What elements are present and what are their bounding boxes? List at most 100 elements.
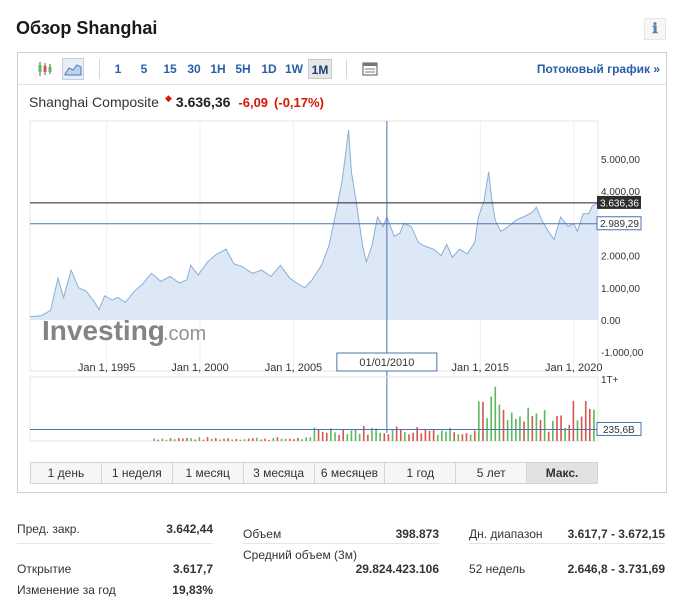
volume-bar: [416, 427, 418, 441]
volume-value-tag: [596, 421, 642, 436]
volume-bar: [432, 430, 435, 441]
volume-bar: [288, 438, 291, 441]
range-button-1[interactable]: 1 неделя: [102, 463, 173, 483]
volume-bar: [190, 438, 192, 441]
chart-toolbar: 1 5 15 30 1H 5H 1D 1W 1M Потоковый график »: [18, 53, 666, 85]
period-5[interactable]: 5: [140, 62, 148, 76]
volume-bar: [523, 421, 525, 441]
volume-bar: [157, 439, 160, 441]
stat-open: Открытие 3.617,7: [17, 560, 213, 578]
stat-day-range: Дн. диапазон 3.617,7 - 3.672,15: [469, 525, 665, 543]
period-1[interactable]: 1: [114, 62, 122, 76]
crosshair-price-label: 2.989,29: [600, 219, 639, 230]
volume-bar: [362, 426, 365, 441]
volume-bar: [445, 431, 447, 441]
range-button-5[interactable]: 1 год: [385, 463, 457, 483]
volume-bar: [589, 408, 591, 441]
range-button-4[interactable]: 6 месяцев: [315, 463, 386, 483]
range-button-6[interactable]: 5 лет: [456, 463, 528, 483]
volume-bar: [235, 438, 238, 441]
range-button-3[interactable]: 3 месяца: [244, 463, 315, 483]
volume-bar: [580, 416, 583, 441]
volume-bar: [535, 413, 538, 441]
volume-bar: [334, 432, 336, 441]
crosshair-date-tag: [336, 352, 438, 372]
stat-label: Изменение за год: [17, 583, 116, 597]
volume-bar: [161, 438, 164, 441]
candlestick-icon[interactable]: [34, 58, 56, 80]
stream-chart-link[interactable]: Потоковый график »: [536, 62, 660, 76]
period-1d[interactable]: 1D: [261, 62, 277, 76]
stat-value: 2.646,8 - 3.731,69: [567, 562, 665, 576]
range-button-0[interactable]: 1 день: [31, 463, 102, 483]
table-icon[interactable]: [359, 58, 381, 80]
volume-bar: [461, 434, 464, 441]
toolbar-divider: [346, 59, 347, 79]
crosshair-price-tag: [596, 216, 642, 231]
period-5h[interactable]: 5H: [235, 62, 251, 76]
x-tick-label: Jan 1, 2005: [265, 362, 323, 374]
volume-bar: [325, 432, 328, 441]
y-tick-label: 4.000,00: [601, 187, 640, 198]
period-1w[interactable]: 1W: [285, 62, 303, 76]
page-title: Обзор Shanghai: [16, 18, 158, 38]
volume-bar: [206, 437, 209, 441]
stat-label: 52 недель: [469, 562, 526, 576]
volume-bar: [556, 415, 558, 441]
volume-bar: [371, 427, 373, 441]
volume-bar: [506, 420, 509, 441]
volume-bar: [408, 434, 410, 441]
quote-header: Shanghai Composite ◆ 3.636,36 -6,09 (-0,…: [29, 93, 330, 110]
price-chart[interactable]: Investing.com5.000,004.000,003.000,002.0…: [18, 53, 666, 461]
stat-avg-volume: Средний объем (3м): [243, 546, 439, 564]
volume-bar: [173, 439, 176, 441]
volume-bar: [219, 439, 221, 441]
period-1h[interactable]: 1H: [210, 62, 226, 76]
volume-bar: [395, 426, 398, 441]
volume-bar: [243, 439, 246, 441]
y-tick-label: 1.000,00: [601, 284, 640, 295]
divider: [469, 543, 665, 544]
volume-bar: [453, 432, 455, 441]
volume-bar: [198, 437, 201, 441]
volume-bar: [539, 419, 542, 441]
instrument-name: Shanghai Composite: [29, 94, 159, 110]
volume-bar: [153, 438, 155, 441]
range-button-7[interactable]: Макс.: [527, 463, 597, 483]
volume-bar: [317, 429, 320, 441]
volume-bar: [313, 427, 316, 441]
stat-value: 19,83%: [172, 583, 213, 597]
volume-bar: [404, 432, 406, 441]
volume-bar: [531, 416, 534, 441]
volume-bar: [543, 410, 546, 441]
stat-label: Объем: [243, 527, 282, 541]
period-1m[interactable]: 1M: [308, 59, 332, 79]
volume-bar: [576, 420, 579, 441]
volume-bar: [297, 437, 299, 441]
stat-52-weeks: 52 недель 2.646,8 - 3.731,69: [469, 560, 665, 578]
volume-bar: [469, 434, 472, 441]
x-tick-label: Jan 1, 2015: [452, 362, 510, 374]
info-icon[interactable]: ℹ: [644, 18, 666, 40]
price-change-percent: (-0,17%): [274, 95, 324, 110]
volume-top-label: 1T+: [601, 375, 619, 386]
volume-bar: [210, 438, 213, 441]
volume-bar: [301, 439, 303, 441]
volume-bar: [272, 437, 275, 441]
volume-bar: [457, 434, 460, 441]
volume-bar: [593, 409, 595, 441]
range-button-2[interactable]: 1 месяц: [173, 463, 244, 483]
area-chart-icon[interactable]: [62, 58, 84, 80]
period-30[interactable]: 30: [187, 62, 201, 76]
volume-bar: [305, 437, 308, 441]
divider: [243, 543, 439, 544]
volume-bar: [354, 429, 357, 441]
volume-bar: [424, 428, 427, 441]
volume-bar: [264, 438, 266, 441]
price-line: [29, 129, 599, 318]
volume-bar: [284, 438, 287, 441]
volume-bar: [584, 401, 587, 441]
volume-bar: [256, 437, 258, 441]
period-15[interactable]: 15: [163, 62, 177, 76]
volume-bar: [391, 429, 394, 441]
